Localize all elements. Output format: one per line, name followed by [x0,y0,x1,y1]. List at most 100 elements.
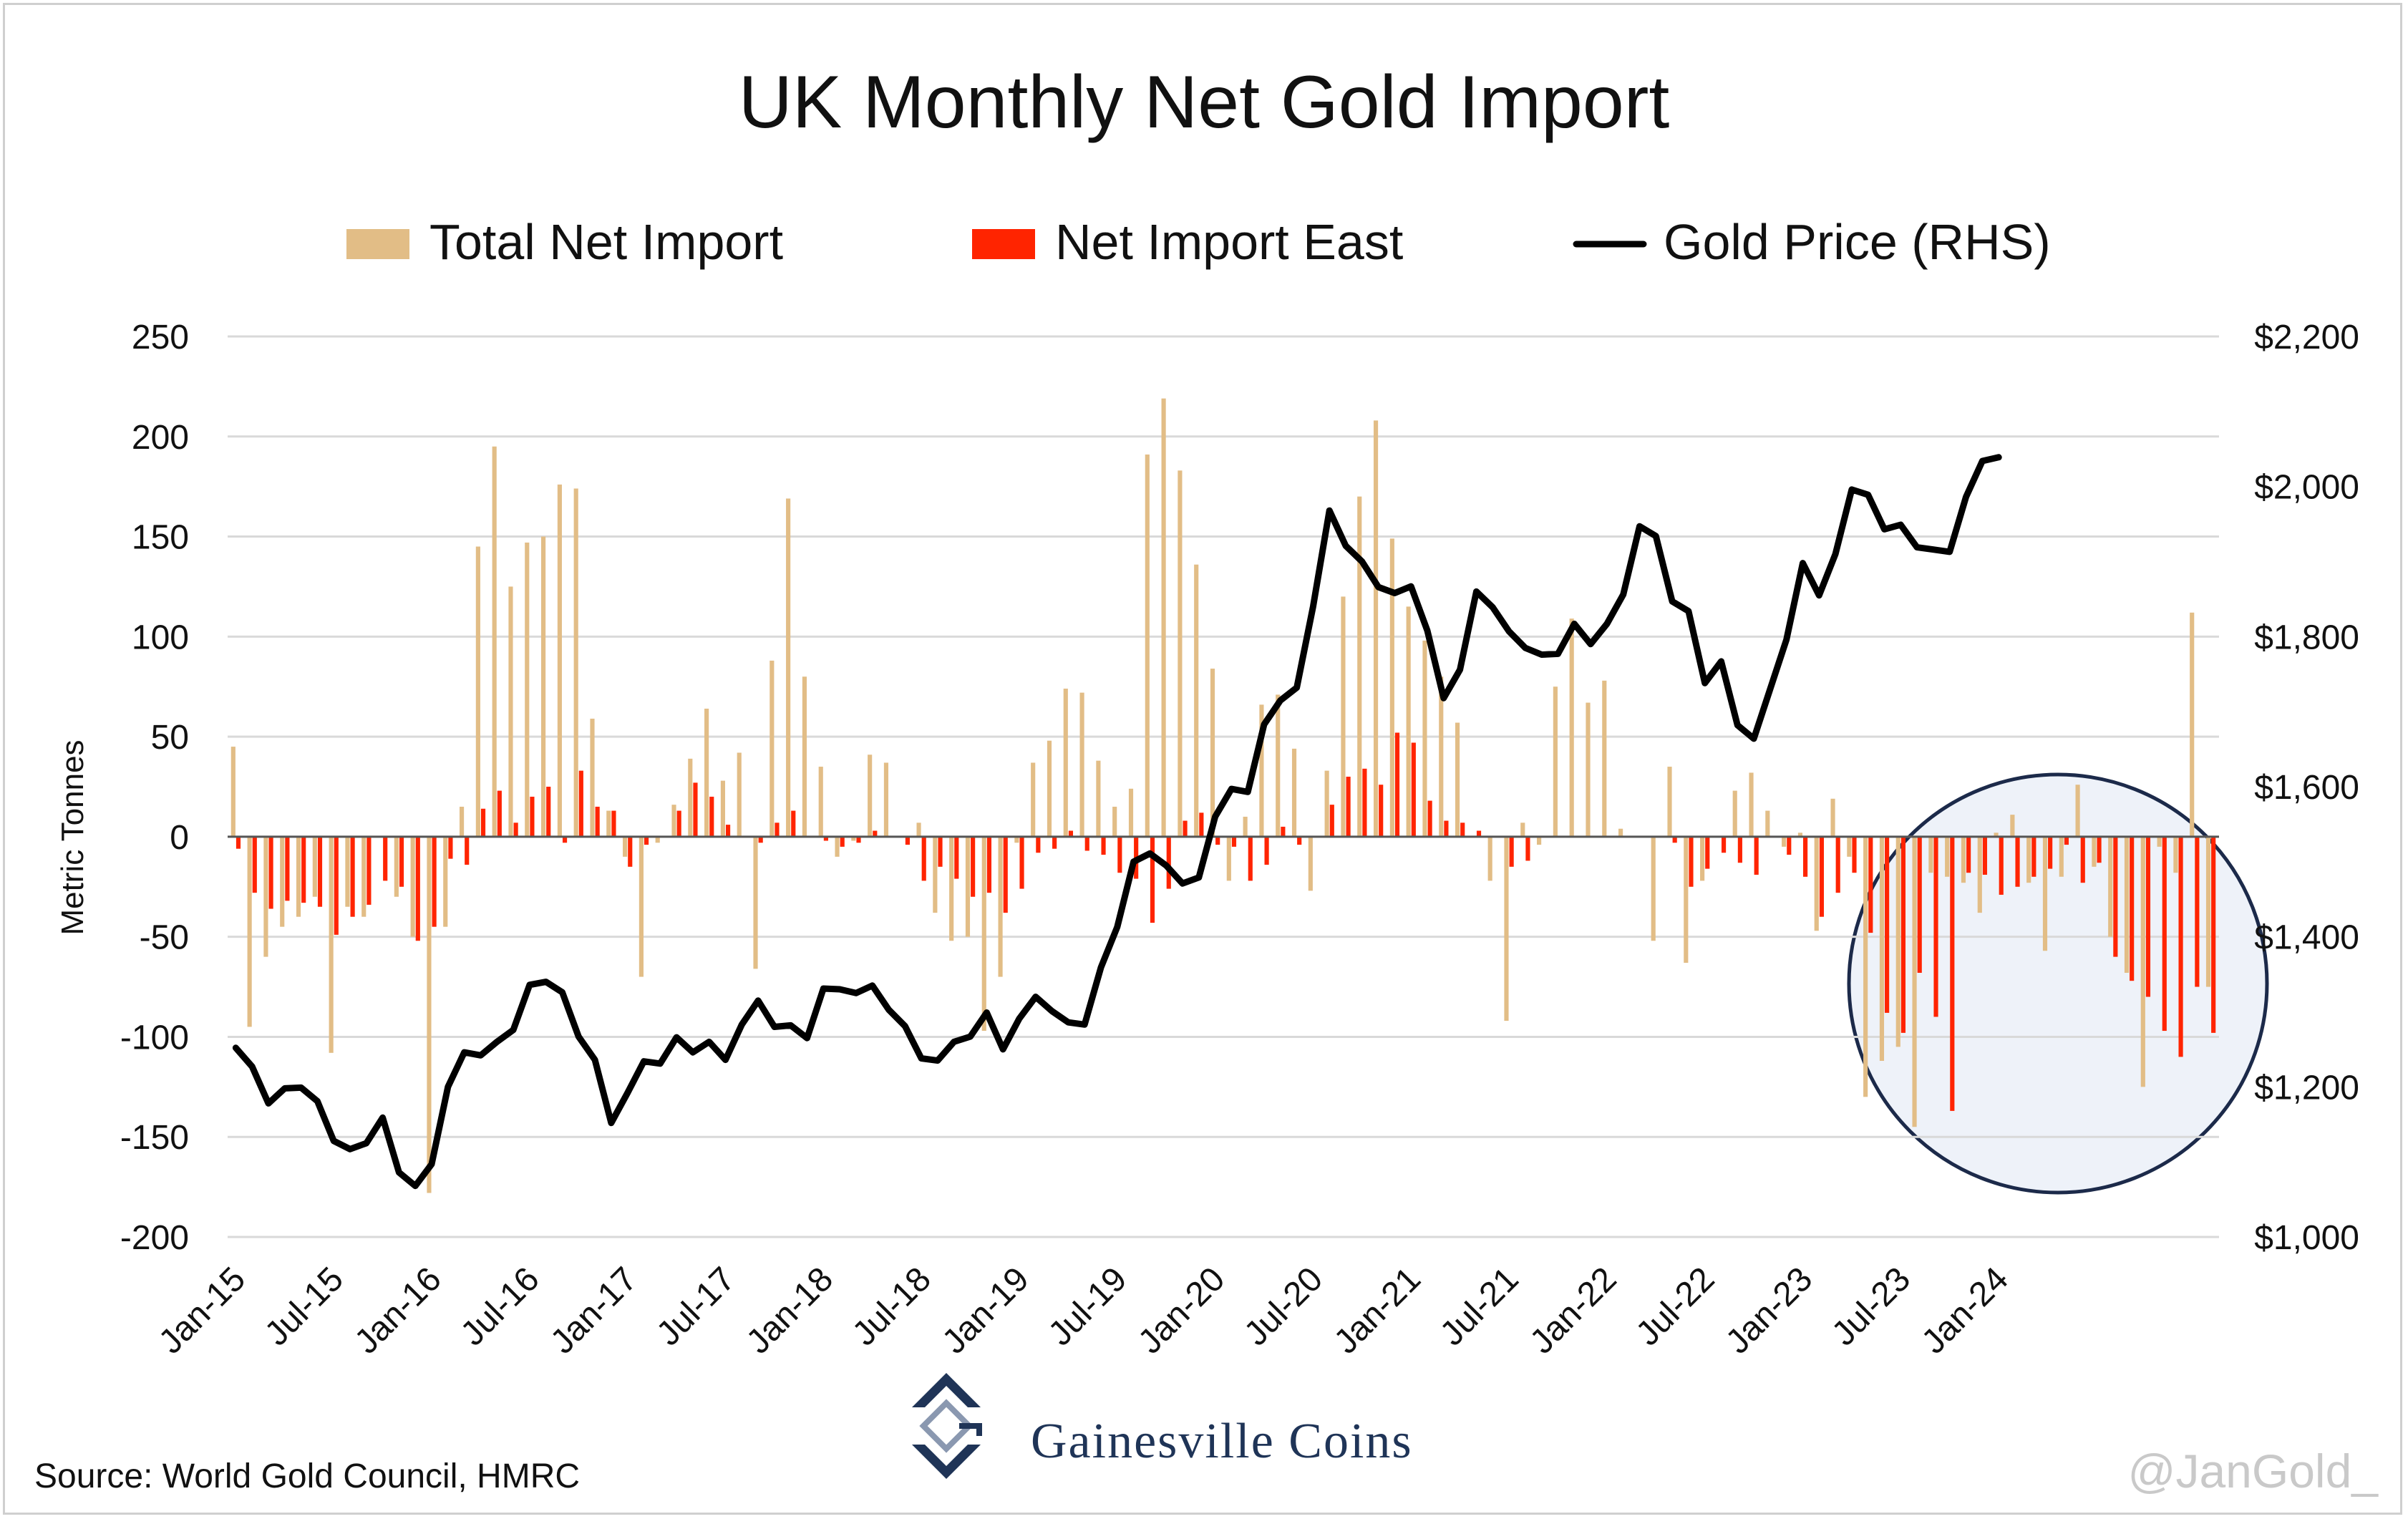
bar-total [1814,836,1819,931]
y2-tick-label: $1,000 [2254,1219,2359,1257]
bar-total [1961,836,1966,883]
bar-total [933,836,938,913]
chart-frame [3,3,2402,1515]
bar-total [981,836,986,1032]
bar-total [1569,618,1574,837]
bar-east [1852,836,1857,873]
bar-east [383,836,388,881]
bar-total [1422,640,1427,837]
bar-east [2064,836,2069,845]
bar-east [1199,812,1204,837]
bar-east [1379,785,1384,837]
bar-east [578,770,583,837]
x-tick-label: Jul-20 [1237,1260,1330,1353]
chart-title: UK Monthly Net Gold Import [739,61,1670,144]
bar-east [497,790,502,837]
bar-east [1427,800,1432,837]
y2-tick-label: $2,000 [2254,469,2359,507]
bar-east [1966,836,1971,873]
bar-total [1586,702,1591,837]
bar-total [1324,770,1329,837]
bar-east [1362,768,1367,837]
bar-total [329,836,334,1053]
bar-total [475,546,480,837]
y-tick-label: 200 [132,419,189,457]
bar-total [1928,836,1933,873]
bar-total [541,536,546,837]
bar-total [1945,836,1950,877]
bar-total [883,762,889,837]
bar-total [916,822,921,837]
bar-east [2145,836,2151,997]
bar-total [1259,704,1264,837]
bar-east [1917,836,1922,973]
bar-total [2026,836,2031,883]
bar-east [1068,830,1074,837]
bar-total [1879,836,1885,1061]
bar-east [1900,836,1905,1033]
bar-east [366,836,372,905]
bar-east [823,836,828,841]
bar-east [1346,777,1351,837]
bar-east [1166,836,1171,889]
x-tick-label: Jul-16 [454,1260,547,1353]
bar-total [345,836,350,907]
bar-total [1520,822,1525,837]
bar-total [1031,762,1036,837]
bar-total [688,758,693,837]
gold-price-line-group [232,454,2002,1190]
bar-east [954,836,959,879]
x-tick-label: Jan-23 [1719,1260,1820,1361]
x-tick-label: Jul-21 [1433,1260,1526,1353]
source-note: Source: World Gold Council, HMRC [34,1457,580,1495]
bar-total [247,836,252,1027]
y2-tick-label: $2,200 [2254,319,2359,356]
y-tick-label: 100 [132,618,189,656]
bar-total [1537,836,1542,845]
bar-east [905,836,910,845]
bar-east [1150,836,1155,923]
bar-total [1439,676,1444,837]
bar-east [2211,836,2216,1033]
bar-east [1787,836,1792,855]
bar-total [1112,806,1117,837]
bar-total [1765,810,1770,837]
bar-east [628,836,633,867]
bar-total [753,836,758,969]
x-tick-label: Jul-18 [845,1260,938,1353]
legend-swatch-total [346,229,409,259]
bar-east [1248,836,1253,881]
bar-total [312,836,317,897]
bar-east [1509,836,1514,867]
bar-total [2075,785,2080,837]
bar-total [1732,790,1737,837]
bar-total [655,836,660,843]
bar-total [1553,686,1558,837]
bar-total [1912,836,1917,1127]
brand-mark [912,1373,982,1479]
bar-total [427,836,432,1193]
bar-east [856,836,861,843]
bar-east [1264,836,1269,865]
bar-east [465,836,470,865]
bar-east [236,836,241,849]
bar-total [1618,828,1623,837]
bar-east [2015,836,2020,887]
y-tick-label: -200 [120,1219,189,1257]
bar-east [350,836,355,917]
bar-total [1389,538,1394,837]
x-tick-label: Jan-22 [1523,1260,1623,1361]
bar-total [1194,564,1199,837]
bar-total [1700,836,1705,881]
bar-total [2042,836,2048,951]
bar-total [573,488,578,837]
bar-east [2113,836,2118,957]
bar-east [1052,836,1057,849]
bar-east [1215,836,1220,845]
bar-east [1329,805,1334,837]
bar-east [1394,732,1400,837]
bar-east [562,836,568,843]
bar-total [1161,398,1166,837]
bar-total [1357,496,1362,837]
bar-east [840,836,845,847]
